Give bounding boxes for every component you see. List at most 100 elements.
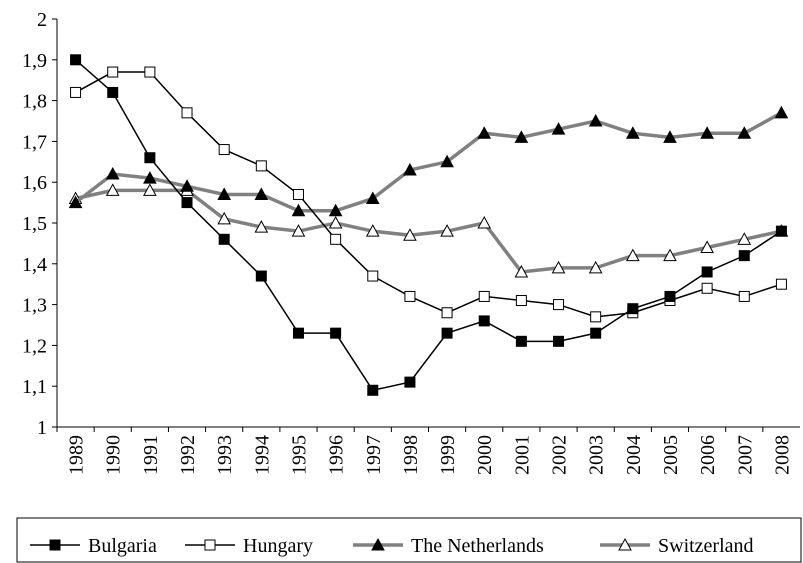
data-point [292,188,304,200]
data-point [254,187,269,200]
legend-label: Hungary [243,535,313,557]
x-tick-label: 2004 [623,435,645,475]
data-point [441,307,453,319]
data-point [403,162,417,176]
data-point [291,203,306,217]
data-point [590,311,602,323]
y-tick-label: 1,8 [22,91,47,113]
data-point [737,232,752,245]
data-point [738,290,750,302]
data-point [143,183,157,196]
data-point [663,248,677,262]
y-tick-label: 1,6 [22,172,47,194]
data-point [330,233,342,245]
data-point [291,224,306,237]
data-point [218,233,230,245]
data-point [255,160,267,172]
data-point [588,113,603,127]
series-line [75,71,782,318]
legend-marker [618,537,632,551]
y-tick-label: 1 [37,417,47,439]
y-tick-label: 1,3 [22,295,47,317]
data-point [515,335,527,347]
data-point [664,290,676,302]
x-tick-label: 2007 [734,435,756,475]
data-point [292,327,304,339]
data-point [514,264,529,278]
x-tick-label: 1999 [437,435,459,475]
y-tick-label: 2 [37,9,47,31]
legend-marker [49,539,61,551]
data-point [217,211,232,225]
x-tick-label: 2001 [511,435,533,475]
data-point [330,327,342,339]
data-point [68,195,83,209]
data-point [107,86,119,98]
data-point [367,384,379,396]
x-tick-label: 2003 [586,435,608,475]
data-point [255,270,267,282]
data-point [365,224,380,237]
data-point [440,154,454,168]
legend-label: Bulgaria [88,535,157,557]
data-point [553,335,565,347]
data-point [588,260,603,274]
data-point [700,240,714,253]
data-point [365,191,380,205]
data-point [105,166,120,180]
data-point [181,197,193,209]
legend-marker [371,537,385,551]
x-tick-label: 2002 [549,435,571,475]
data-point [404,290,416,302]
data-point [590,327,602,339]
y-tick-label: 1,7 [22,131,47,153]
data-point [218,144,230,156]
data-point [663,130,677,143]
data-point [551,260,566,274]
data-point [70,86,82,98]
data-point [701,282,713,294]
legend-label: The Netherlands [411,535,544,557]
x-tick-label: 1996 [326,435,348,475]
x-tick-label: 1989 [66,435,88,475]
data-point [700,126,714,139]
legend-label: Switzerland [658,535,754,557]
data-point [478,290,490,302]
x-tick-label: 1997 [363,435,385,475]
data-point [403,228,417,241]
data-point [441,327,453,339]
x-tick-label: 1995 [288,435,310,475]
y-tick-label: 1,2 [22,335,47,357]
data-point [774,105,789,119]
data-point [70,54,82,66]
data-point [181,107,193,119]
data-point [738,250,750,262]
x-tick-label: 1994 [251,435,273,475]
data-point [254,220,269,233]
data-point [553,299,565,311]
data-point [105,183,120,196]
data-point [775,278,787,290]
y-tick-label: 1,4 [22,254,47,276]
y-tick-label: 1,1 [22,376,47,398]
data-point [515,295,527,307]
x-tick-label: 1990 [103,435,125,475]
data-point [477,126,492,139]
data-point [627,303,639,315]
data-point [143,171,157,184]
x-tick-label: 1991 [140,435,162,475]
data-point [367,270,379,282]
data-point [328,203,343,217]
x-tick-label: 2000 [474,435,496,475]
data-point [775,225,787,237]
data-point [144,152,156,164]
legend-marker [204,539,216,551]
data-point [328,215,343,229]
legend-box [16,517,802,563]
data-point [144,66,156,78]
data-point [625,126,640,139]
y-tick-label: 1,9 [22,50,47,72]
data-point [551,122,566,135]
y-tick-label: 1,5 [22,213,47,235]
